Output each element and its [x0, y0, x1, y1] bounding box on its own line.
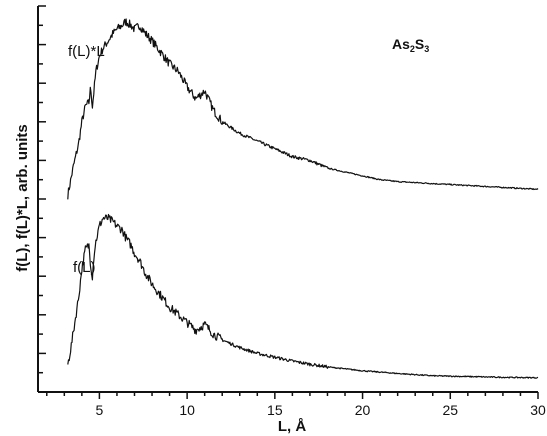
y-axis-title: f(L), f(L)*L, arb. units	[14, 124, 31, 271]
x-tick-label: 10	[179, 402, 195, 418]
compound-sub-2: 2	[410, 44, 415, 54]
x-tick-label: 15	[267, 402, 283, 418]
series-layer	[67, 18, 539, 379]
series-line-f-l-times-l	[67, 18, 539, 200]
compound-annotation: As2S3	[392, 36, 429, 54]
x-tick-label: 25	[442, 402, 458, 418]
series-label-f-l-times-l: f(L)*L	[68, 43, 105, 60]
axes: 5 10 15 20 25 30	[37, 5, 546, 418]
x-tick-label: 5	[96, 402, 104, 418]
series-line-f-l	[67, 213, 539, 379]
compound-sub-3: 3	[424, 44, 429, 54]
compound-s: S	[415, 36, 424, 52]
series-label-f-l: f(L)	[73, 259, 96, 276]
x-tick-label: 30	[530, 402, 546, 418]
x-tick-label: 20	[355, 402, 371, 418]
x-axis-title: L, Å	[278, 418, 306, 435]
compound-as: As	[392, 36, 410, 52]
svg-text:As2S3: As2S3	[392, 36, 429, 54]
